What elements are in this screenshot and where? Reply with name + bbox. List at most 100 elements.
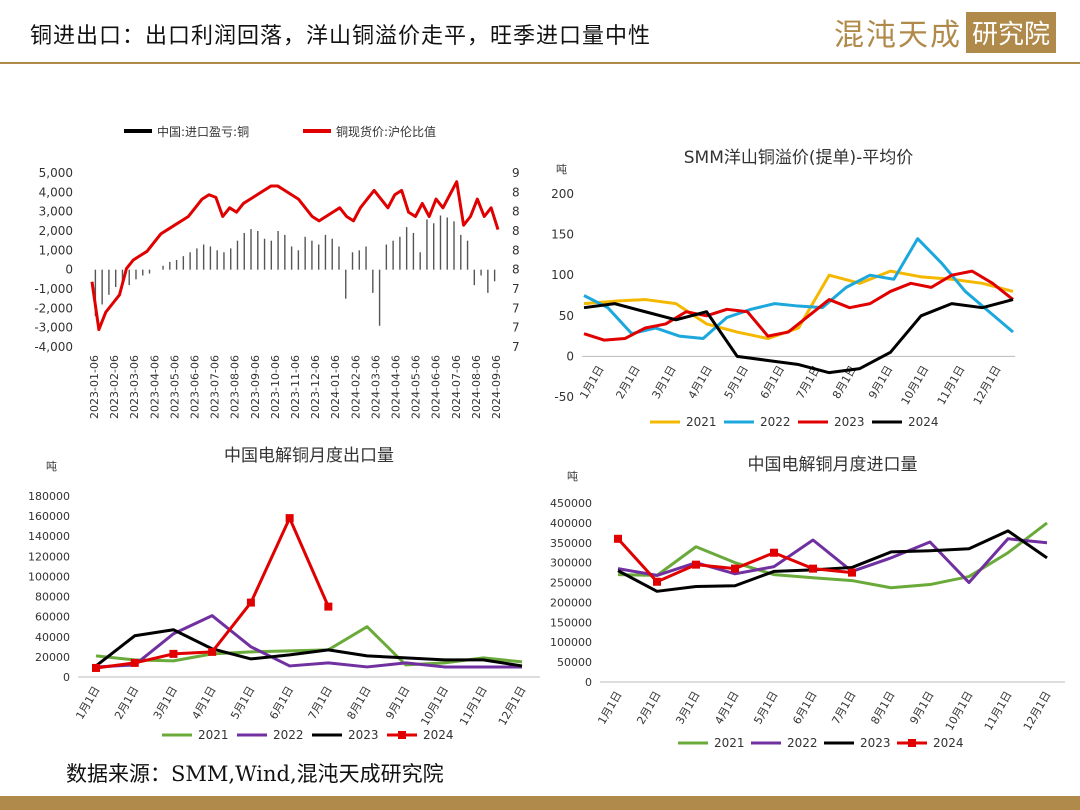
y-right-tick: 8 [512,224,520,238]
y-tick-label: 50 [559,309,574,323]
x-tick-label: 2023-05-06 [168,355,181,419]
legend-label-2022: 2022 [787,736,818,750]
y-left-tick: -4,000 [34,340,73,354]
x-tick-label: 4月1日 [686,363,715,401]
series-marker-2024 [653,577,661,586]
legend-label-2021: 2021 [198,728,229,742]
y-left-tick: 5,000 [39,166,73,180]
y-tick-label: 120000 [28,550,70,563]
series-marker-2024 [614,534,622,543]
series-marker-2024 [92,663,100,672]
x-tick-label: 6月1日 [790,689,819,727]
x-tick-label: 2024-08-06 [470,355,483,419]
y-tick-label: 180000 [28,490,70,503]
y-tick-label: 160000 [28,510,70,523]
y-tick-label: 50000 [557,656,592,669]
y-tick-label: 20000 [35,651,70,664]
y-left-tick: 0 [65,263,73,277]
y-tick-label: 0 [566,349,574,363]
legend-label-2023: 2023 [348,728,379,742]
x-tick-label: 3月1日 [673,689,702,727]
y-tick-label: 150 [551,228,574,242]
y-tick-label: 0 [585,676,592,689]
y-tick-label: 40000 [35,631,70,644]
logo-text: 混沌天成 [833,18,962,53]
x-tick-label: 9月1日 [866,363,895,401]
x-tick-label: 7月1日 [829,689,858,727]
series-line-2021 [617,521,1048,590]
series-line-2023 [583,269,1014,342]
x-tick-label: 2023-02-06 [108,355,121,419]
x-tick-label: 3月1日 [151,684,180,722]
legend-label-2024: 2024 [933,736,964,750]
legend-label-2023: 2023 [834,415,865,429]
x-tick-label: 2024-06-06 [430,355,443,419]
x-tick-label: 11月1日 [982,689,1015,733]
x-tick-label: 5月1日 [228,684,257,722]
y-tick-label: 0 [63,671,70,684]
chart-title: SMM洋山铜溢价(提单)-平均价 [684,148,914,168]
x-tick-label: 2023-04-06 [148,355,161,419]
x-tick-label: 7月1日 [306,684,335,722]
unit-label: 吨 [567,470,578,483]
ratio-line [90,180,500,332]
legend-label-2021: 2021 [686,415,717,429]
series-marker-2024 [169,649,178,658]
x-tick-label: 2024-05-06 [410,355,423,419]
x-tick-label: 3月1日 [650,363,679,401]
x-tick-label: 10月1日 [899,363,932,407]
logo-box: 研究院 [965,11,1056,53]
page-title: 铜进出口：出口利润回落，洋山铜溢价走平，旺季进口量中性 [30,24,652,49]
y-tick-label: 150000 [550,616,592,629]
x-tick-label: 5月1日 [722,363,751,401]
x-tick-label: 4月1日 [712,689,741,727]
y-right-tick: 9 [512,166,520,180]
x-tick-label: 12月1日 [971,363,1004,407]
y-right-tick: 8 [512,205,520,219]
x-tick-label: 12月1日 [1021,689,1054,733]
legend-marker-2024 [398,731,406,739]
series-marker-2024 [246,598,255,607]
y-right-tick: 8 [512,263,520,277]
x-tick-label: 2月1日 [112,684,141,722]
y-tick-label: 350000 [550,537,592,550]
x-tick-label: 2023-10-06 [269,355,282,419]
y-right-tick: 7 [512,340,520,354]
legend-label-profit: 中国:进口盈亏:铜 [157,124,249,139]
series-line-2021 [95,625,523,667]
chart-import-profit: 中国:进口盈亏:铜 铜现货价:沪伦比值 5,000 4,000 3,000 2,000 1,… [34,124,520,419]
legend-label-ratio: 铜现货价:沪伦比值 [336,124,436,139]
y-right-tick: 8 [512,243,520,257]
y-tick-label: 100000 [28,570,70,583]
x-tick-label: 9月1日 [907,689,936,727]
x-tick-label: 1月1日 [73,684,102,722]
series-marker-2024 [285,514,294,523]
x-tick-label: 11月1日 [457,684,490,728]
x-tick-label: 2024-02-06 [349,355,362,419]
brand-logo: 混沌天成 研究院 [833,11,1056,53]
x-tick-label: 1月1日 [595,689,624,727]
y-tick-label: 200000 [550,596,592,609]
x-tick-label: 10月1日 [943,689,976,733]
x-tick-label: 8月1日 [868,689,897,727]
series-line-2023 [617,529,1048,593]
legend-marker-2024 [908,739,916,747]
unit-label: 吨 [556,163,567,176]
series-marker-2024 [809,564,817,573]
x-tick-label: 11月1日 [935,363,968,407]
legend-label-2022: 2022 [760,415,791,429]
x-tick-label: 2023-09-06 [249,355,262,419]
legend-label-2023: 2023 [860,736,891,750]
x-tick-label: 2024-01-06 [329,355,342,419]
series-marker-2024 [848,568,856,577]
x-tick-label: 2023-12-06 [309,355,322,419]
data-source: 数据来源：SMM,Wind,混沌天成研究院 [66,762,444,786]
x-tick-label: 6月1日 [758,363,787,401]
series-marker-2024 [130,658,139,667]
y-left-tick: 3,000 [39,205,73,219]
legend-label-2022: 2022 [273,728,304,742]
x-tick-label: 2024-03-06 [369,355,382,419]
y-tick-label: 450000 [550,497,592,510]
x-tick-label: 12月1日 [496,684,529,728]
